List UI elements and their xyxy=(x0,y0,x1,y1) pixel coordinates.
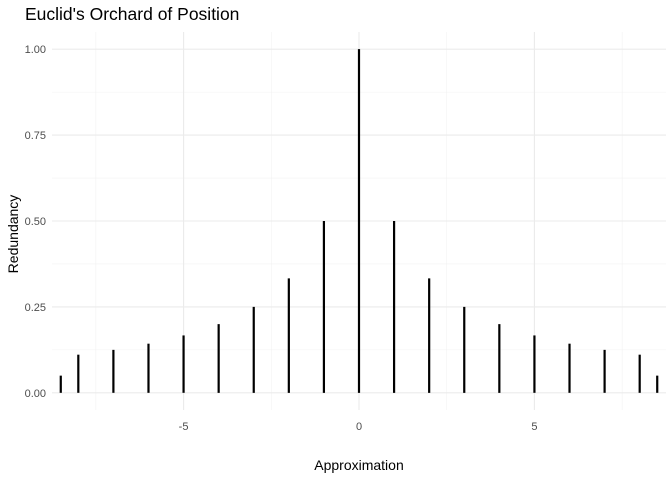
chart-title: Euclid's Orchard of Position xyxy=(25,4,240,24)
y-tick-label: 0.50 xyxy=(25,216,46,228)
y-axis-title: Redundancy xyxy=(5,195,21,274)
tick-label-layer: 0.00 0.25 0.50 0.75 1.00 -5 0 5 xyxy=(25,44,538,433)
x-tick-label: 0 xyxy=(356,421,362,433)
x-tick-label: 5 xyxy=(531,421,537,433)
y-tick-label: 0.00 xyxy=(25,388,46,400)
x-tick-label: -5 xyxy=(179,421,189,433)
bar-layer xyxy=(59,49,659,393)
y-tick-label: 0.75 xyxy=(25,130,46,142)
y-tick-label: 1.00 xyxy=(25,44,46,56)
x-axis-title: Approximation xyxy=(314,457,404,473)
y-tick-label: 0.25 xyxy=(25,302,46,314)
